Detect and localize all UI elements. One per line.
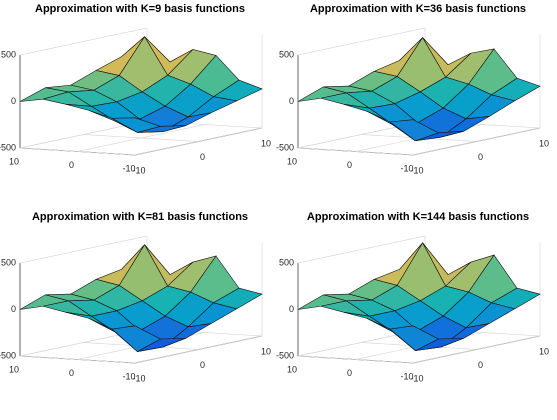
grid-line	[134, 335, 263, 364]
x-tick-label: -10	[132, 165, 145, 175]
grid-line	[412, 127, 541, 156]
y-tick-label: -10	[122, 163, 135, 173]
y-tick-label: -10	[400, 163, 413, 173]
y-tick-label: 10	[287, 156, 297, 166]
z-tick-label: 0	[11, 96, 16, 106]
x-tick-label: -10	[132, 373, 145, 383]
x-tick-label: 0	[200, 152, 205, 162]
surface-patch	[110, 117, 162, 133]
axes: Approximation with K=81 basis functions -…	[0, 211, 271, 383]
z-tick-label: 500	[1, 257, 16, 267]
z-tick-label: -500	[0, 142, 16, 152]
axes: Approximation with K=9 basis functions -1…	[0, 3, 271, 175]
x-tick-label: 10	[539, 138, 549, 148]
grid-line	[77, 124, 205, 152]
z-tick-label: 0	[11, 304, 16, 314]
x-tick-label: 10	[539, 346, 549, 356]
z-tick-label: 0	[289, 304, 294, 314]
z-tick-label: -500	[0, 350, 16, 360]
grid-line	[412, 335, 541, 364]
x-tick-label: 0	[478, 152, 483, 162]
y-tick-label: -10	[122, 371, 135, 381]
y-tick-label: 10	[9, 364, 19, 374]
grid-line	[297, 235, 426, 264]
x-tick-label: 0	[200, 360, 205, 370]
z-tick-label: -500	[276, 142, 294, 152]
y-tick-label: 0	[347, 368, 352, 378]
y-tick-label: 10	[9, 156, 19, 166]
z-tick-label: -500	[276, 350, 294, 360]
surface-patch	[389, 119, 440, 142]
y-tick-label: 0	[69, 368, 74, 378]
grid-line	[134, 127, 263, 156]
grid-line	[19, 27, 148, 56]
x-tick-label: 10	[261, 138, 271, 148]
x-tick-label: -10	[410, 373, 423, 383]
z-tick-label: 500	[279, 49, 294, 59]
y-tick-label: 0	[347, 160, 352, 170]
z-tick-label: 500	[279, 257, 294, 267]
title: Approximation with K=36 basis functions	[310, 3, 526, 15]
x-tick-label: 10	[261, 346, 271, 356]
grid-line	[19, 235, 148, 264]
z-tick-label: 0	[289, 96, 294, 106]
surface-patch	[389, 325, 440, 351]
surface-patch	[111, 325, 162, 352]
grid-line	[297, 27, 426, 56]
title: Approximation with K=81 basis functions	[32, 211, 248, 223]
title: Approximation with K=9 basis functions	[35, 3, 245, 15]
z-tick-label: 500	[1, 49, 16, 59]
x-tick-label: 0	[478, 360, 483, 370]
y-tick-label: -10	[400, 371, 413, 381]
y-tick-label: 10	[287, 364, 297, 374]
x-tick-label: -10	[410, 165, 423, 175]
axes: Approximation with K=36 basis functions -…	[276, 3, 549, 175]
y-tick-label: 0	[69, 160, 74, 170]
axes: Approximation with K=144 basis functions…	[276, 211, 549, 383]
title: Approximation with K=144 basis functions	[307, 211, 529, 223]
